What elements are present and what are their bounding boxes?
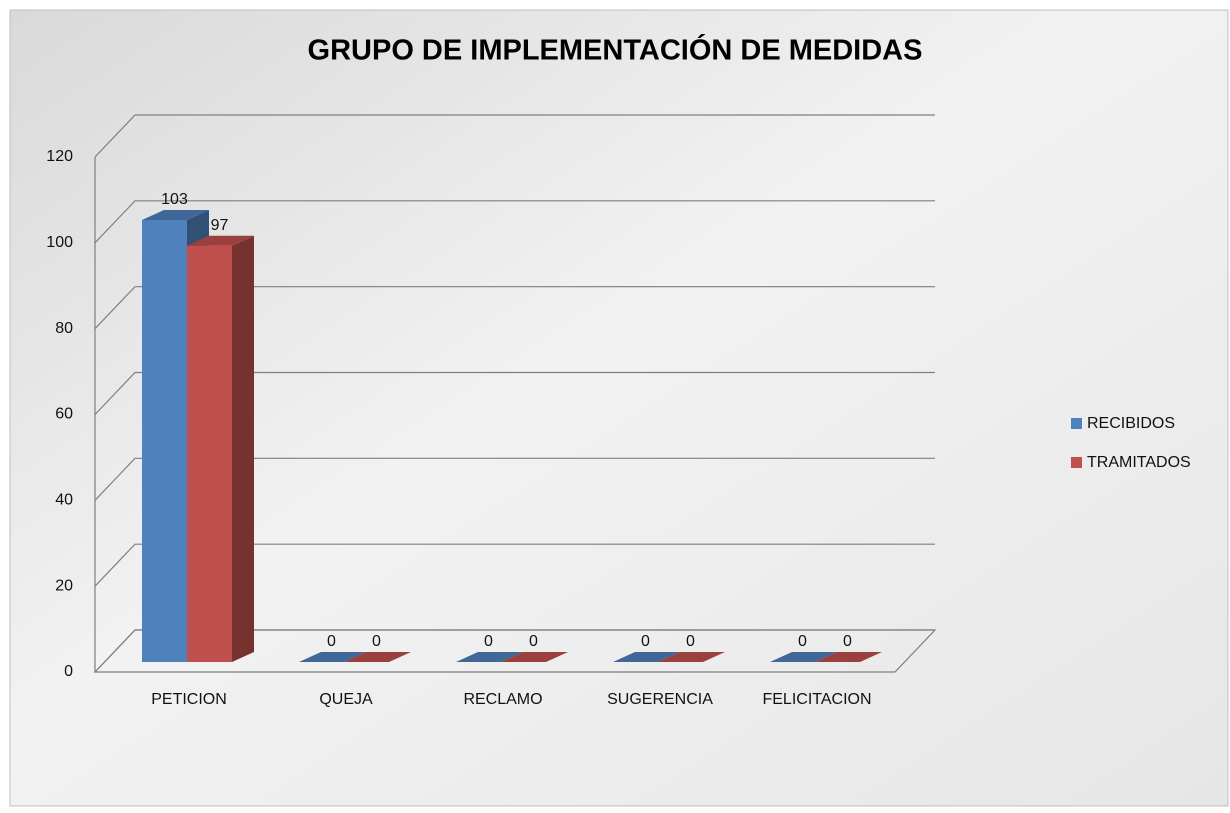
- x-tick-label: SUGERENCIA: [607, 691, 713, 708]
- x-tick-label: QUEJA: [319, 691, 373, 708]
- data-label: 0: [372, 633, 381, 650]
- y-tick-label: 100: [46, 234, 73, 251]
- data-label: 103: [161, 191, 188, 208]
- data-label: 0: [484, 633, 493, 650]
- data-label: 0: [843, 633, 852, 650]
- data-label: 0: [529, 633, 538, 650]
- y-tick-label: 0: [64, 663, 73, 680]
- x-tick-label: PETICION: [151, 691, 227, 708]
- y-tick-label: 20: [55, 577, 73, 594]
- legend-label: RECIBIDOS: [1087, 415, 1175, 432]
- legend-label: TRAMITADOS: [1087, 454, 1191, 471]
- chart-title: GRUPO DE IMPLEMENTACIÓN DE MEDIDAS: [308, 33, 923, 67]
- legend-swatch: [1071, 418, 1082, 429]
- data-label: 0: [686, 633, 695, 650]
- data-label: 0: [798, 633, 807, 650]
- x-tick-label: RECLAMO: [463, 691, 542, 708]
- bar-side: [232, 236, 254, 662]
- bar-front: [187, 246, 232, 662]
- chart: GRUPO DE IMPLEMENTACIÓN DE MEDIDAS 0 20 40…: [0, 0, 1230, 808]
- legend-swatch: [1071, 457, 1082, 468]
- x-tick-label: FELICITACION: [762, 691, 871, 708]
- y-tick-label: 60: [55, 406, 73, 423]
- y-tick-label: 120: [46, 148, 73, 165]
- data-label: 0: [641, 633, 650, 650]
- y-tick-label: 80: [55, 320, 73, 337]
- bar-front: [142, 220, 187, 662]
- bar: [187, 236, 254, 662]
- y-tick-label: 40: [55, 492, 73, 509]
- data-label: 97: [211, 217, 229, 234]
- data-label: 0: [327, 633, 336, 650]
- page: {"chart_data": {"type": "bar3d", "title"…: [0, 0, 1230, 808]
